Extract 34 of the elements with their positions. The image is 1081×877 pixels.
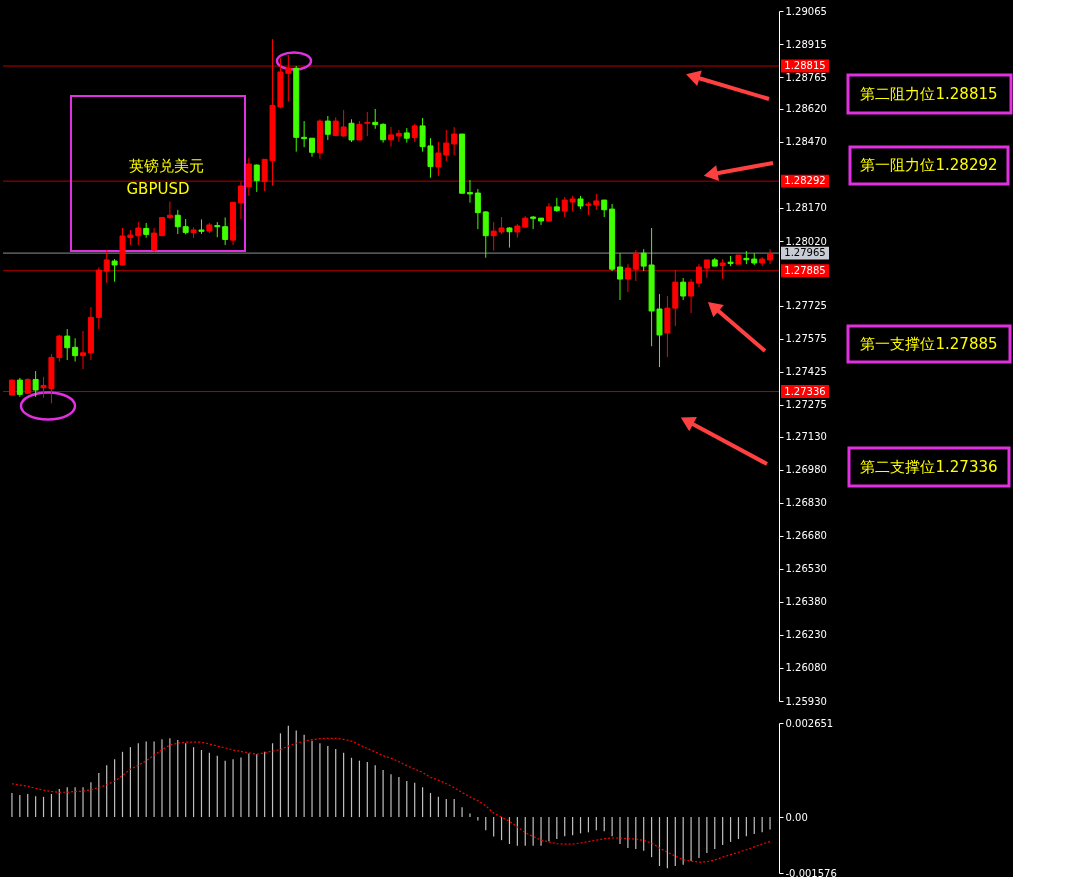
text: 第一支撑位1.27885	[860, 335, 998, 353]
y-tick-label: 1.26530	[785, 563, 827, 575]
ref-line-label: 1.27885	[784, 264, 826, 276]
y-tick-label: 1.26380	[785, 596, 827, 608]
text: 第二阻力位1.28815	[860, 85, 998, 103]
y-tick-label: 1.27725	[785, 300, 827, 312]
y-tick-label: 1.27425	[785, 366, 827, 378]
y-tick-label: 1.26230	[785, 629, 827, 641]
y-tick-label: 1.28470	[785, 136, 827, 148]
y-tick-label: 1.26980	[785, 464, 827, 476]
annotation: GBPUSD	[126, 180, 190, 198]
y-tick-label: 1.26680	[785, 530, 827, 542]
y-tick-label: 1.27130	[785, 431, 827, 443]
text: 第二支撑位1.27336	[860, 458, 998, 476]
y-tick-label: 1.29065	[785, 5, 827, 17]
y-tick-label: 1.28765	[785, 71, 827, 83]
y-tick-label: 0.002651	[785, 717, 834, 729]
y-tick-label: 1.28020	[785, 235, 827, 247]
ref-line-label: 1.27965	[784, 247, 826, 259]
ref-line-label: 1.28815	[784, 60, 826, 72]
y-tick-label: 1.26830	[785, 497, 827, 509]
y-tick-label: 1.28170	[785, 202, 827, 214]
text: 第一阻力位1.28292	[860, 156, 998, 174]
y-tick-label: 1.27575	[785, 333, 827, 345]
y-tick-label: 1.26080	[785, 662, 827, 674]
y-tick-label: 1.25930	[785, 695, 827, 707]
ref-line-label: 1.28292	[784, 175, 826, 187]
y-tick-label: 1.27275	[785, 399, 827, 411]
y-tick-label: 1.28915	[785, 38, 827, 50]
y-tick-label: -0.001576	[785, 867, 837, 877]
y-tick-label: 0.00	[785, 811, 808, 823]
ref-line-label: 1.27336	[784, 385, 826, 397]
annotation: 英镑兑美元	[128, 157, 204, 175]
y-tick-label: 1.28620	[785, 103, 827, 115]
